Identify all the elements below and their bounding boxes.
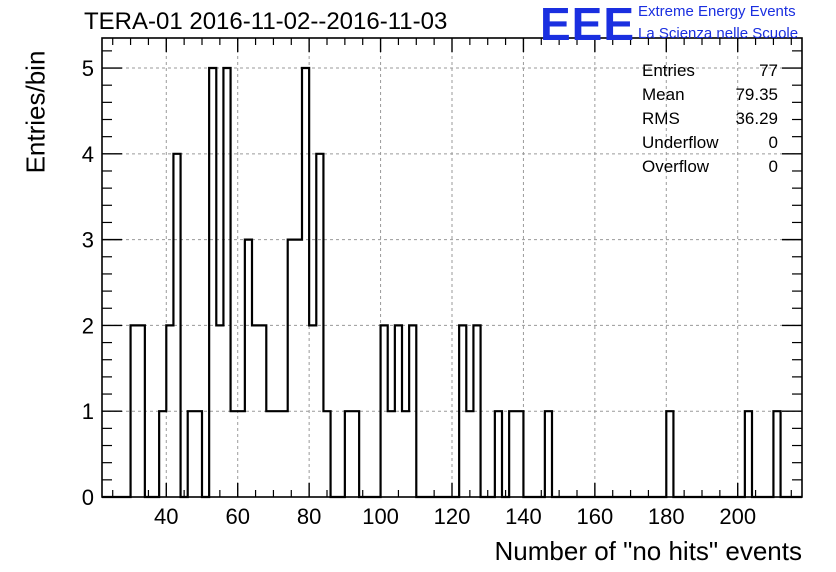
stat-rms: RMS 36.29 [642, 108, 778, 132]
stat-label: Underflow [642, 133, 719, 152]
y-tick-label: 0 [82, 485, 94, 510]
stats-box: Entries 77 Mean 79.35 RMS 36.29 Underflo… [642, 60, 778, 180]
y-tick-label: 4 [82, 142, 94, 167]
tick-labels: 40 60 80 100 120 140 160 180 200 0 1 2 3 4 5 [82, 56, 756, 529]
y-tick-label: 3 [82, 228, 94, 253]
x-axis-label: Number of "no hits" events [494, 536, 803, 566]
eee-logo-mark: EEE [540, 0, 636, 50]
x-tick-label: 160 [576, 504, 613, 529]
y-tick-label: 1 [82, 399, 94, 424]
axis-ticks [102, 38, 802, 498]
stat-entries: Entries 77 [642, 60, 778, 84]
histogram-outline [102, 66, 802, 499]
logo-line-2: La Scienza nelle Scuole [638, 25, 799, 42]
stat-label: Entries [642, 61, 695, 80]
x-tick-label: 40 [154, 504, 178, 529]
stat-underflow: Underflow 0 [642, 132, 778, 156]
x-tick-label: 80 [297, 504, 321, 529]
logo-line-1: Extreme Energy Events [638, 3, 796, 20]
x-tick-label: 200 [719, 504, 756, 529]
x-tick-label: 180 [648, 504, 685, 529]
stat-value: 79.35 [735, 85, 778, 104]
stat-value: 77 [759, 61, 778, 80]
y-axis-label: Entries/bin [20, 50, 51, 174]
stat-value: 36.29 [735, 109, 778, 128]
chart-title: TERA-01 2016-11-02--2016-11-03 [84, 8, 448, 35]
y-tick-label: 2 [82, 313, 94, 338]
stat-overflow: Overflow 0 [642, 156, 778, 180]
stat-value: 0 [768, 157, 778, 176]
stat-label: Overflow [642, 157, 710, 176]
y-tick-label: 5 [82, 56, 94, 81]
x-tick-label: 120 [434, 504, 471, 529]
x-tick-label: 100 [362, 504, 399, 529]
stat-label: Mean [642, 85, 685, 104]
x-tick-label: 60 [225, 504, 249, 529]
stat-label: RMS [642, 109, 680, 128]
x-tick-label: 140 [505, 504, 542, 529]
stat-mean: Mean 79.35 [642, 84, 778, 108]
stat-value: 0 [768, 133, 778, 152]
